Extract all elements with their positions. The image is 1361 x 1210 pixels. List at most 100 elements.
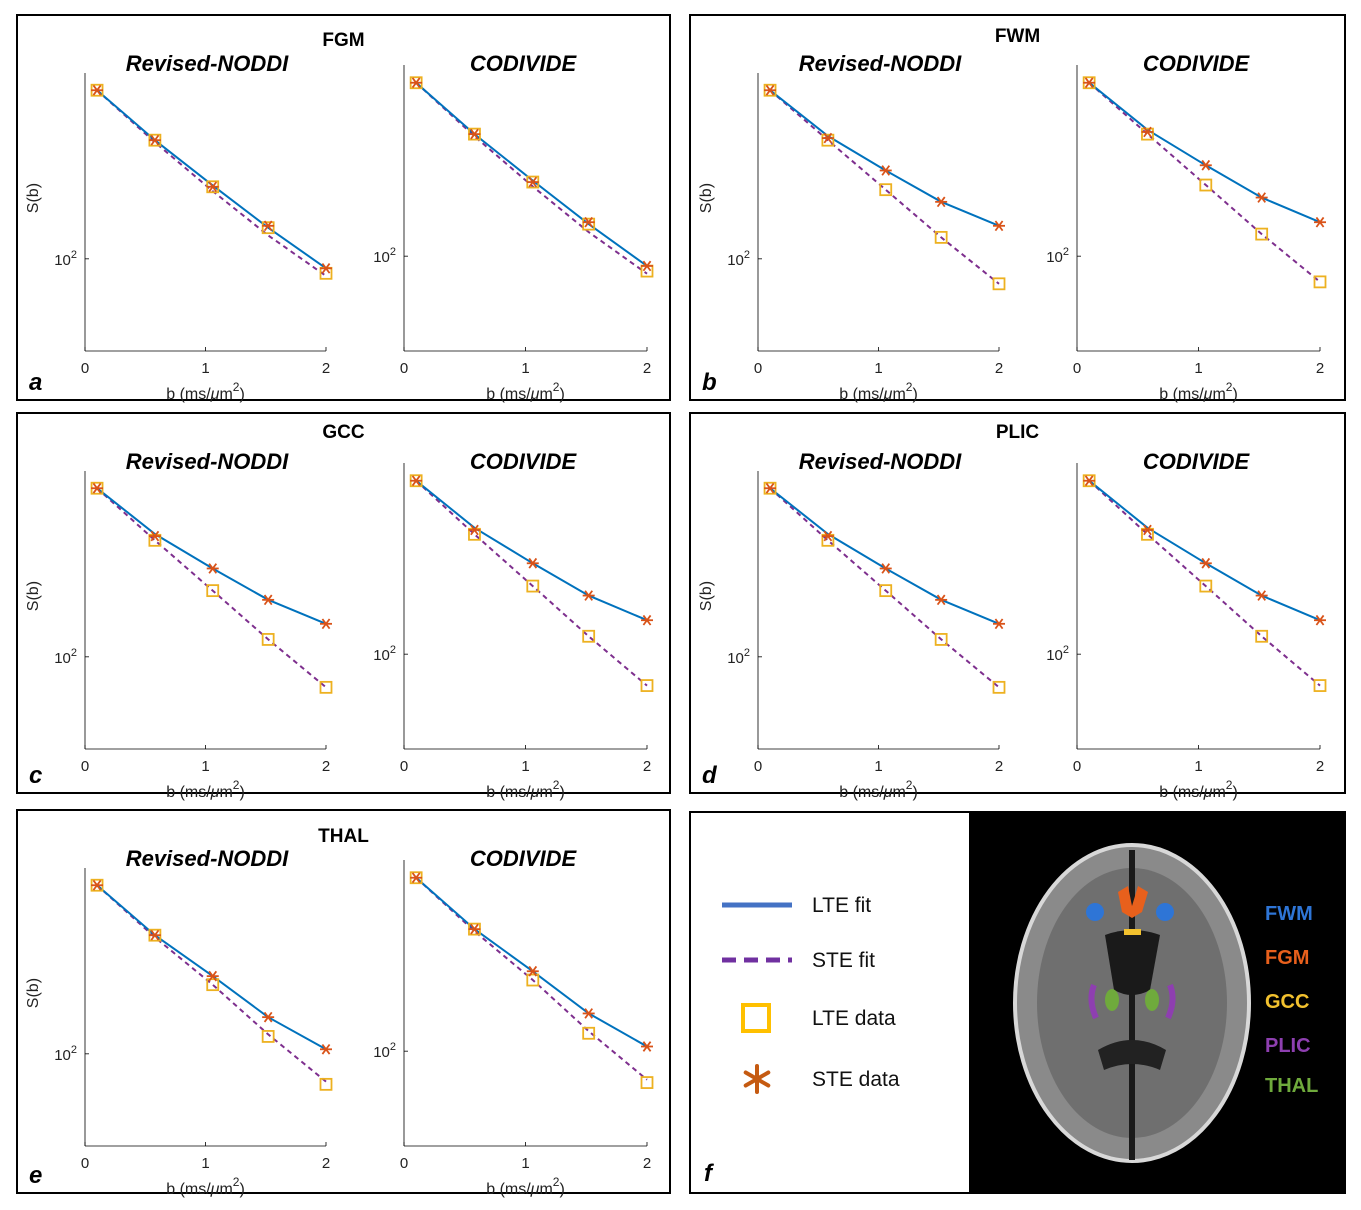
- ste-data-point: [764, 482, 777, 494]
- ste-data-point: [582, 216, 595, 228]
- lte-data-point: [1313, 679, 1327, 692]
- x-tick-label: 0: [81, 758, 89, 775]
- y-tick-label: 102: [54, 647, 77, 667]
- panel-letter: d: [702, 762, 718, 789]
- y-axis-label: S(b): [25, 978, 42, 1008]
- x-axis-label: b (ms/μm2): [166, 1175, 245, 1198]
- ste-data-point: [206, 563, 219, 574]
- ste-fit-line: [415, 876, 648, 1081]
- x-tick-label: 2: [643, 758, 651, 775]
- ste-data-point: [320, 262, 332, 274]
- x-tick-label: 0: [81, 1155, 89, 1172]
- x-axis-label: b (ms/μm2): [486, 1175, 565, 1198]
- legend: LTE fit STE fit LTE data STE data: [722, 894, 900, 1094]
- x-axis-label: b (ms/μm2): [839, 380, 918, 403]
- lte-data-point: [821, 133, 835, 147]
- ste-data-point: [320, 618, 332, 630]
- ste-fit-line: [96, 487, 327, 689]
- x-tick-label: 2: [995, 758, 1003, 775]
- subplot-d-codivide: CODIVIDE 0 1 2 102 b (ms/μm2): [1046, 449, 1327, 801]
- roi-thal-left: [1105, 989, 1119, 1011]
- ste-data-point: [1199, 159, 1212, 171]
- ste-data-point: [821, 530, 834, 542]
- x-tick-label: 2: [1316, 758, 1324, 775]
- ste-data-point: [582, 590, 595, 601]
- y-tick-label: 102: [1046, 644, 1069, 664]
- x-tick-label: 2: [1316, 360, 1324, 377]
- lte-data-point: [640, 1076, 654, 1089]
- ste-data-point: [148, 134, 161, 146]
- ste-data-point: [1083, 475, 1096, 487]
- y-tick-label: 102: [727, 647, 750, 667]
- ste-data-point: [91, 84, 104, 96]
- ste-data-point: [468, 128, 481, 140]
- ste-data-point: [641, 614, 653, 626]
- x-tick-label: 1: [874, 360, 882, 377]
- ste-data-point: [410, 77, 423, 89]
- x-axis-label: b (ms/μm2): [486, 380, 565, 403]
- roi-thal-right: [1145, 989, 1159, 1011]
- x-tick-label: 0: [81, 360, 89, 377]
- lte-data-point: [1255, 629, 1269, 643]
- y-tick-label: 102: [54, 249, 77, 269]
- ste-data-point: [993, 618, 1005, 630]
- ste-data-point: [935, 196, 948, 208]
- y-tick-label: 102: [373, 246, 396, 266]
- roi-label: GCC: [1265, 991, 1309, 1013]
- lte-data-point: [206, 978, 220, 992]
- roi-label: FGM: [1265, 947, 1309, 969]
- lte-data-point: [1313, 275, 1327, 289]
- lte-data-point: [206, 584, 220, 598]
- subplot-title: Revised-NODDI: [126, 846, 289, 871]
- ste-data-point: [764, 84, 777, 96]
- lte-data-point: [526, 973, 540, 987]
- panel-letter: c: [29, 762, 42, 789]
- lte-data-point: [992, 277, 1006, 291]
- lte-data-point: [1141, 127, 1154, 141]
- lte-data-point: [934, 633, 948, 646]
- subplot-c-codivide: CODIVIDE 0 1 2 102 b (ms/μm2): [373, 449, 654, 801]
- lte-data-point: [319, 1077, 333, 1091]
- lte-data-point: [261, 221, 275, 235]
- ste-fit-line: [769, 487, 1000, 689]
- ste-data-point: [468, 923, 481, 935]
- panel-frame: [16, 14, 671, 401]
- ste-data-point: [993, 220, 1005, 232]
- subplot-title: Revised-NODDI: [799, 51, 962, 76]
- x-tick-label: 0: [1073, 758, 1081, 775]
- panel-frame: [16, 412, 671, 794]
- x-tick-label: 0: [400, 1155, 408, 1172]
- ste-data-point: [641, 260, 653, 272]
- panel-frame: [689, 412, 1346, 794]
- brain-posterior-ventricle: [1098, 1040, 1166, 1070]
- panel-region-title: FGM: [322, 30, 364, 51]
- y-tick-label: 102: [54, 1044, 77, 1064]
- panel-frame: [16, 809, 671, 1194]
- subplot-title: Revised-NODDI: [799, 449, 962, 474]
- ste-data-point: [1255, 590, 1268, 601]
- lte-data-point: [526, 579, 540, 593]
- x-axis-label: b (ms/μm2): [166, 380, 245, 403]
- ste-data-point: [526, 557, 539, 569]
- subplot-a-codivide: CODIVIDE 0 1 2 102 b (ms/μm2): [373, 51, 654, 403]
- ste-data-point: [526, 965, 539, 977]
- subplot-title: Revised-NODDI: [126, 449, 289, 474]
- subplot-title: CODIVIDE: [470, 51, 578, 76]
- subplot-d-revised-noddi: Revised-NODDI 0 1 2 102 S(b) b (ms/μm2): [698, 449, 1006, 801]
- ste-data-point: [206, 181, 219, 193]
- x-axis-label: b (ms/μm2): [1159, 778, 1238, 801]
- ste-data-point: [1255, 192, 1268, 203]
- panel-f: f LTE fit STE fit LTE data STE data FWM FGM GCC…: [689, 811, 1346, 1194]
- lte-data-point: [1199, 579, 1213, 593]
- ste-data-point: [582, 1008, 595, 1019]
- ste-fit-line: [415, 81, 648, 275]
- x-axis-label: b (ms/μm2): [1159, 380, 1238, 403]
- x-tick-label: 0: [754, 758, 762, 775]
- ste-data-point: [879, 563, 892, 574]
- ste-data-point: [468, 524, 481, 536]
- x-axis-label: b (ms/μm2): [166, 778, 245, 801]
